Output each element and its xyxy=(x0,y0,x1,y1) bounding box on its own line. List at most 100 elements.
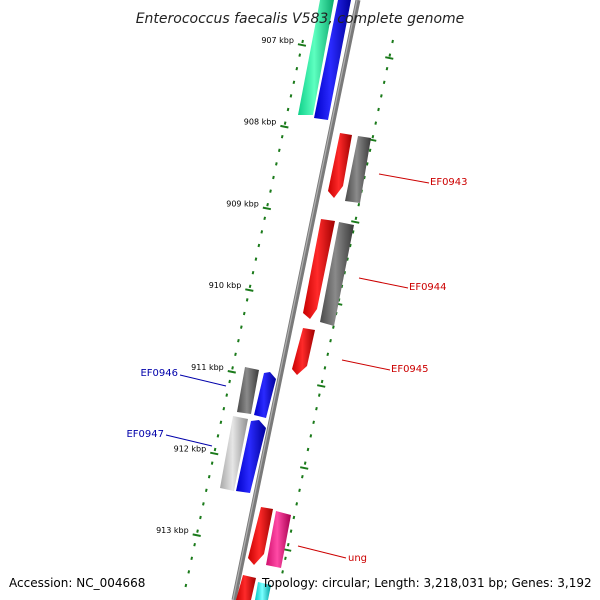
gene-label-leader xyxy=(341,359,391,371)
scale-dot xyxy=(228,379,231,384)
scale-dot xyxy=(280,134,284,139)
gene-ef0946-reverse[interactable] xyxy=(237,367,259,414)
scale-major-tick xyxy=(192,533,201,537)
scale-dot xyxy=(204,488,208,493)
scale-dot xyxy=(225,393,229,397)
scale-tick-label: 909 kbp xyxy=(226,199,259,208)
outer-ring-dot xyxy=(315,406,318,411)
outer-ring-dot xyxy=(363,175,366,180)
outer-ring-dot xyxy=(374,121,378,125)
outer-ring-dot xyxy=(329,338,332,343)
scale-dot xyxy=(286,107,290,112)
outer-ring-dot xyxy=(346,257,349,261)
gene-label-leader xyxy=(378,173,430,184)
outer-ring-dot xyxy=(326,352,330,357)
scale-dot xyxy=(283,121,287,125)
gene-ef0947-reverse[interactable] xyxy=(220,416,248,491)
scale-dot xyxy=(237,338,240,343)
outer-ring-dot xyxy=(312,420,315,425)
gene-ef0945-forward[interactable] xyxy=(292,328,315,375)
gene-ung-forward[interactable] xyxy=(248,507,273,565)
outer-ring-dot xyxy=(309,434,313,438)
outer-ring-dot xyxy=(388,53,392,57)
outer-ring-dot xyxy=(323,366,327,370)
scale-ring: 907 kbp 908 kbp 909 kbp 910 kbp 911 kbp 912 k… xyxy=(156,36,307,588)
scale-tick-label: 912 kbp xyxy=(174,445,207,454)
gene-ef0947-paired[interactable] xyxy=(236,420,266,493)
scale-dot xyxy=(301,39,304,44)
scale-major-tick xyxy=(280,124,289,129)
gene-ef0946-paired[interactable] xyxy=(254,372,276,418)
outer-ring-dot xyxy=(365,162,369,166)
outer-ring-dot xyxy=(317,393,321,397)
scale-dot xyxy=(219,420,223,425)
scale-dot xyxy=(295,66,299,71)
gene-ef0944-paired[interactable] xyxy=(320,222,354,326)
outer-ring-dot xyxy=(286,542,290,547)
scale-dot xyxy=(196,529,199,533)
scale-tick-label: 911 kbp xyxy=(191,363,224,372)
outer-ring-dot xyxy=(303,461,307,465)
gene-label-ef0943[interactable]: EF0943 xyxy=(430,177,468,188)
scale-dot xyxy=(193,542,196,547)
scale-dot xyxy=(289,94,293,98)
outer-ring-dot xyxy=(349,243,352,248)
scale-dot xyxy=(213,447,217,452)
gene-label-ef0946[interactable]: EF0946 xyxy=(140,368,178,379)
outer-ring-tick xyxy=(351,220,360,224)
outer-ring-dot xyxy=(371,134,375,139)
gene-label-ung[interactable]: ung xyxy=(348,553,367,564)
outer-ring-dot xyxy=(301,474,304,479)
outer-ring-dot xyxy=(351,230,355,234)
scale-major-tick xyxy=(245,288,254,292)
scale-dot xyxy=(254,257,258,261)
scale-major-tick xyxy=(262,206,272,211)
gene-blue-top[interactable] xyxy=(314,0,351,120)
scale-dot xyxy=(242,311,246,316)
outer-ring-tick xyxy=(282,548,292,552)
gene-ef0944-forward[interactable] xyxy=(303,219,335,319)
scale-dot xyxy=(184,583,188,588)
scale-tick-label: 913 kbp xyxy=(156,526,189,535)
scale-dot xyxy=(277,148,281,153)
outer-ring-tick xyxy=(317,384,326,388)
outer-ring-dot xyxy=(354,216,358,221)
outer-ring-dot xyxy=(368,148,372,153)
outer-ring-dot xyxy=(385,66,389,71)
gene-label-leader xyxy=(179,374,227,387)
gene-ef0943-paired[interactable] xyxy=(345,136,371,203)
scale-dot xyxy=(260,230,264,234)
gene-label-ef0947[interactable]: EF0947 xyxy=(126,429,164,440)
scale-dot xyxy=(216,434,220,438)
gene-ung-paired[interactable] xyxy=(266,511,291,568)
outer-ring-dot xyxy=(298,488,301,493)
scale-dot xyxy=(251,270,255,275)
outer-ring-dot xyxy=(377,107,380,112)
outer-ring-tick xyxy=(385,56,394,60)
scale-dot xyxy=(269,189,272,193)
scale-tick-label: 908 kbp xyxy=(244,118,277,127)
gene-red-bottom[interactable] xyxy=(236,575,256,600)
scale-dot xyxy=(187,570,191,574)
scale-dot xyxy=(234,352,237,357)
scale-tick-label: 907 kbp xyxy=(261,36,294,45)
outer-ring-dot xyxy=(332,325,335,329)
scale-major-tick xyxy=(297,43,307,47)
gene-features xyxy=(220,0,371,600)
gene-label-ef0945[interactable]: EF0945 xyxy=(391,364,429,375)
gene-ef0943-forward[interactable] xyxy=(328,133,352,198)
page-title: Enterococcus faecalis V583, complete gen… xyxy=(136,11,465,27)
scale-dot xyxy=(231,366,234,370)
gene-label-ef0944[interactable]: EF0944 xyxy=(409,282,447,293)
gene-cyan-bottom[interactable] xyxy=(255,582,271,600)
gene-label-leader xyxy=(297,545,347,559)
outer-ring-dot xyxy=(343,270,347,275)
scale-major-tick xyxy=(210,451,219,456)
scale-dot xyxy=(207,474,211,479)
outer-ring-dot xyxy=(320,379,324,384)
gene-teal-top[interactable] xyxy=(298,0,334,115)
outer-ring-dot xyxy=(380,94,383,98)
scale-tick-label: 910 kbp xyxy=(209,281,242,290)
topology-text: Topology: circular; Length: 3,218,031 bp… xyxy=(261,576,592,590)
scale-dot xyxy=(240,325,243,329)
